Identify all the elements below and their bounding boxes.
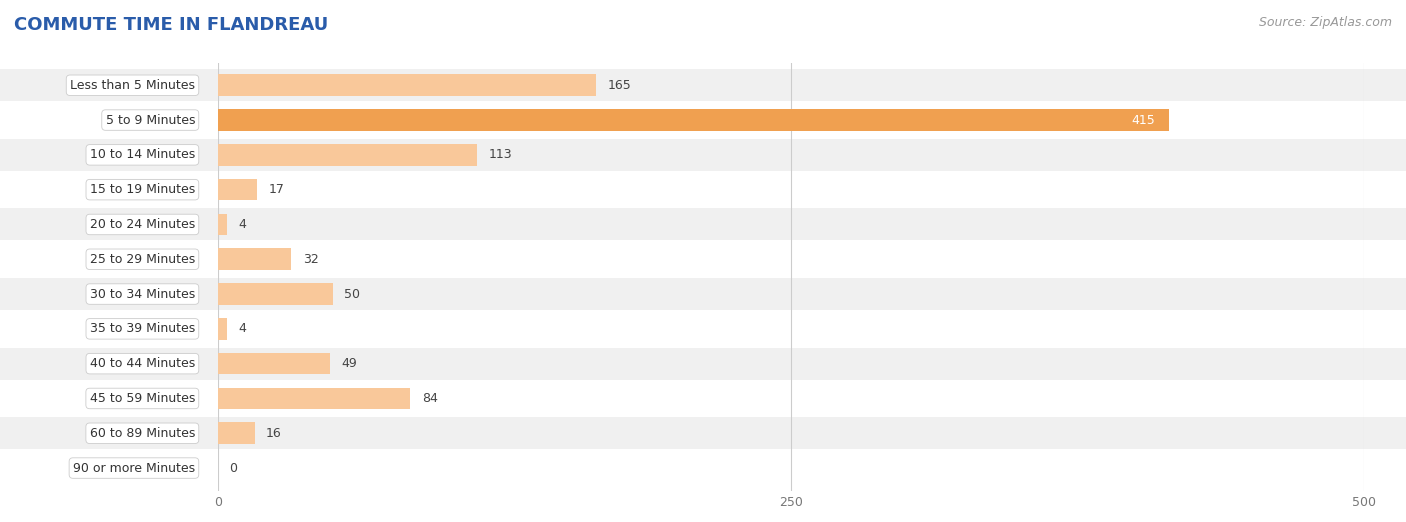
Text: 35 to 39 Minutes: 35 to 39 Minutes [90,323,195,335]
Bar [218,248,291,270]
Text: 113: 113 [488,148,512,161]
Text: 90 or more Minutes: 90 or more Minutes [73,461,195,474]
Bar [0,69,1406,101]
Text: 10 to 14 Minutes: 10 to 14 Minutes [90,148,195,161]
Bar [218,213,228,235]
Text: 17: 17 [269,183,284,196]
Bar [0,278,1406,310]
Text: 4: 4 [239,218,246,231]
Text: 32: 32 [302,253,319,266]
Bar [0,104,1406,136]
Text: 16: 16 [266,427,281,440]
Text: 45 to 59 Minutes: 45 to 59 Minutes [90,392,195,405]
Bar [0,243,1406,275]
Text: 25 to 29 Minutes: 25 to 29 Minutes [90,253,195,266]
Text: 15 to 19 Minutes: 15 to 19 Minutes [90,183,195,196]
Bar [218,179,257,200]
Text: 165: 165 [607,79,631,92]
Bar [218,109,1168,131]
Bar [218,422,254,444]
Bar [218,75,596,96]
Bar [218,144,477,165]
Text: 30 to 34 Minutes: 30 to 34 Minutes [90,288,195,301]
Bar [0,348,1406,379]
Bar [0,174,1406,206]
Bar [0,417,1406,449]
Text: 0: 0 [229,461,238,474]
Bar [218,318,228,340]
Bar [0,208,1406,241]
Text: Source: ZipAtlas.com: Source: ZipAtlas.com [1258,16,1392,29]
Text: 50: 50 [344,288,360,301]
Text: 49: 49 [342,357,357,370]
Text: 4: 4 [239,323,246,335]
Text: 84: 84 [422,392,437,405]
Bar [0,313,1406,345]
Bar [0,383,1406,414]
Text: 5 to 9 Minutes: 5 to 9 Minutes [105,114,195,126]
Bar [218,353,330,374]
Text: Less than 5 Minutes: Less than 5 Minutes [70,79,195,92]
Bar [0,452,1406,484]
Text: 40 to 44 Minutes: 40 to 44 Minutes [90,357,195,370]
Bar [218,388,411,409]
Text: COMMUTE TIME IN FLANDREAU: COMMUTE TIME IN FLANDREAU [14,16,329,33]
Text: 20 to 24 Minutes: 20 to 24 Minutes [90,218,195,231]
Text: 60 to 89 Minutes: 60 to 89 Minutes [90,427,195,440]
Text: 415: 415 [1132,114,1156,126]
Bar [0,139,1406,171]
Bar [218,283,333,305]
